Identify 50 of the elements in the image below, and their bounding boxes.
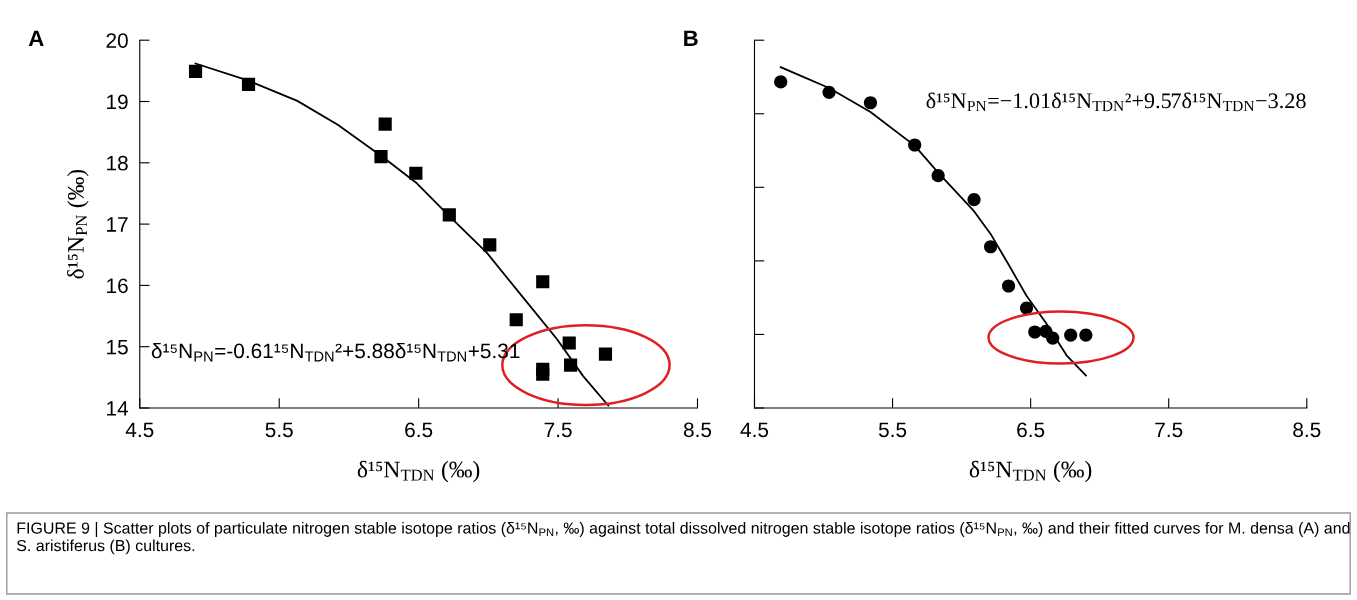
point: [442, 208, 456, 222]
x-tick-label: 4.5: [740, 422, 769, 438]
x-tick-label: 7.5: [544, 422, 572, 438]
y-tick-label: 15: [107, 339, 128, 355]
point: [1046, 331, 1060, 345]
point: [409, 166, 423, 180]
point: [188, 64, 203, 79]
point: [536, 275, 550, 289]
point: [241, 77, 256, 91]
x-tick-label: 8.5: [683, 422, 712, 438]
annotation: B: [684, 30, 698, 46]
x-tick-label: 7.5: [1155, 422, 1183, 438]
text: FIGURE 9 | Scatter plots of particulate nitrogen stable isotope ratios (δ¹⁵N$_{PN}$, ‰) against total dissolved nitrogen stable isotope ratios (δ¹⁵N$_{PN}$, ‰) and their fitted curves for M. densa (A) and S. aristiferus (B) cultures.: [17, 522, 1350, 555]
point: [774, 75, 788, 89]
y-tick-label: 20: [106, 33, 128, 48]
point: [1019, 301, 1034, 315]
point: [564, 358, 578, 372]
point: [562, 336, 576, 350]
point: [1064, 328, 1078, 342]
x-tick-label: 8.5: [1293, 422, 1321, 438]
annotation: δ¹⁵N$_{PN}$=−1.01δ¹⁵N$_{TDN}$²+9.57δ¹⁵N$_{TDN}$−3.28: [926, 92, 1306, 112]
point: [863, 96, 878, 110]
x-axis-title: δ¹⁵N$_{TDN}$ (‰): [969, 460, 1092, 483]
point: [931, 169, 945, 183]
y-tick-label: 19: [107, 94, 128, 110]
y-tick-label: 14: [107, 401, 129, 416]
point: [374, 150, 388, 164]
point: [483, 238, 497, 252]
point: [1079, 328, 1093, 342]
x-tick-label: 5.5: [878, 422, 907, 438]
x-tick-label: 6.5: [1017, 422, 1045, 438]
y-tick-label: 18: [107, 155, 128, 171]
y-tick-label: 16: [107, 278, 128, 294]
y-tick-label: 17: [107, 217, 128, 232]
point: [984, 240, 998, 254]
point: [509, 313, 523, 327]
x-tick-label: 4.5: [125, 422, 154, 438]
point: [536, 367, 550, 381]
point: [598, 347, 613, 361]
point: [908, 138, 922, 152]
point: [822, 85, 836, 99]
point: [1001, 279, 1016, 293]
text: A: [28, 30, 44, 46]
point: [378, 117, 392, 131]
x-tick-label: 6.5: [405, 422, 433, 438]
y-axis-title: δ¹⁵N$_{PN}$ (‰): [67, 169, 89, 279]
x-axis-title: δ¹⁵N$_{TDN}$ (‰): [357, 460, 480, 483]
point: [1028, 325, 1042, 339]
point: [967, 192, 981, 207]
x-tick-label: 5.5: [265, 422, 293, 438]
